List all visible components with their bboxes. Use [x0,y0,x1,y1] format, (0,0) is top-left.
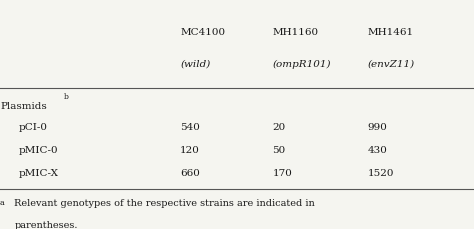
Text: (ompR101): (ompR101) [273,60,331,69]
Text: 20: 20 [273,123,286,131]
Text: 1520: 1520 [367,168,394,177]
Text: 540: 540 [180,123,200,131]
Text: MH1160: MH1160 [273,27,319,36]
Text: parentheses.: parentheses. [14,220,78,229]
Text: (envZ11): (envZ11) [367,60,414,68]
Text: 170: 170 [273,168,292,177]
Text: pCI-0: pCI-0 [19,123,48,131]
Text: a: a [0,198,5,206]
Text: Plasmids: Plasmids [0,102,47,111]
Text: 50: 50 [273,145,286,154]
Text: pMIC-0: pMIC-0 [19,145,59,154]
Text: MC4100: MC4100 [180,27,225,36]
Text: 990: 990 [367,123,387,131]
Text: 120: 120 [180,145,200,154]
Text: (wild): (wild) [180,60,210,68]
Text: pMIC-X: pMIC-X [19,168,59,177]
Text: 660: 660 [180,168,200,177]
Text: b: b [64,93,69,101]
Text: Relevant genotypes of the respective strains are indicated in: Relevant genotypes of the respective str… [14,198,315,207]
Text: 430: 430 [367,145,387,154]
Text: MH1461: MH1461 [367,27,413,36]
